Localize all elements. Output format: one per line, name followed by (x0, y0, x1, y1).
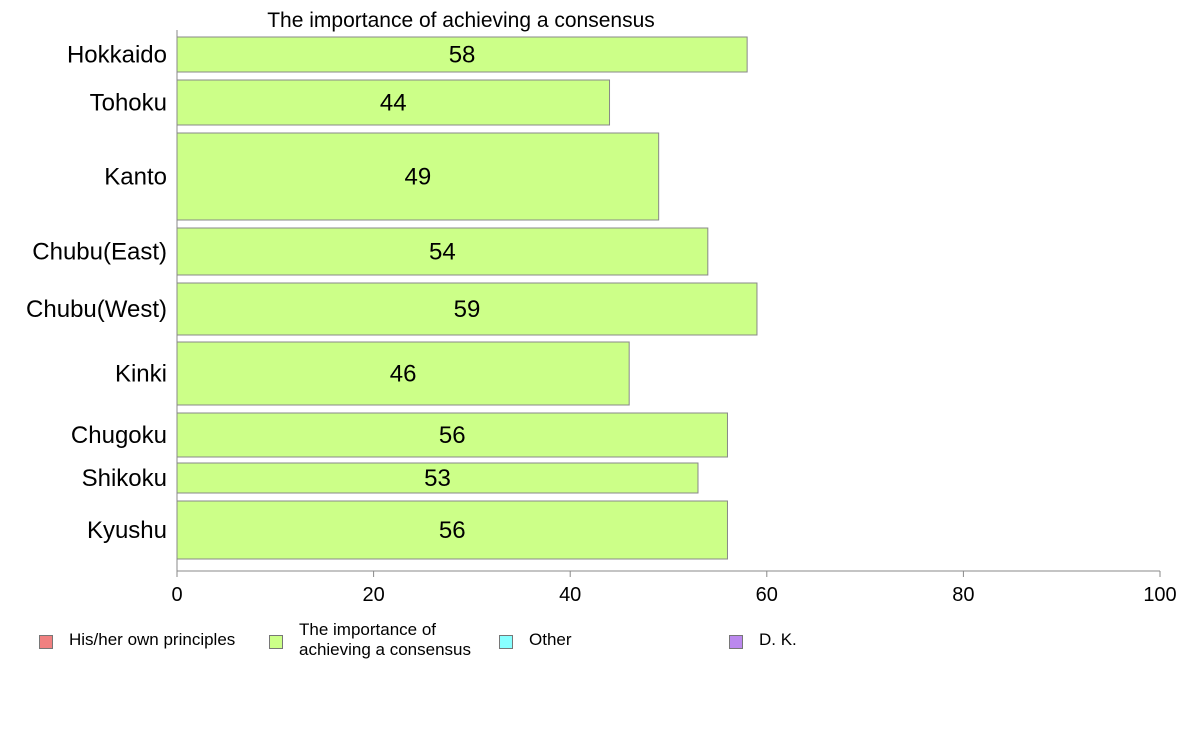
x-tick-label: 40 (559, 584, 581, 606)
category-label: Kanto (104, 164, 167, 191)
bar-chubu-east (176, 227, 709, 276)
bars-group: Hokkaido 58 Tohoku 44 Kanto 49 Chubu(East) 54 Ch… (26, 36, 758, 560)
x-axis: 0 20 40 60 80 100 (171, 30, 1177, 606)
x-tick-label: 60 (756, 584, 778, 606)
data-label: 53 (424, 465, 451, 492)
data-label: 59 (454, 296, 481, 323)
data-label: 44 (380, 90, 407, 117)
bar-chugoku (176, 412, 728, 458)
data-label: 58 (449, 42, 476, 69)
category-label: Kinki (115, 361, 167, 388)
bar-hokkaido (176, 36, 748, 73)
data-label: 56 (439, 422, 466, 449)
bar-chubu-west (176, 282, 758, 336)
category-label: Shikoku (82, 465, 167, 492)
bar-kinki (176, 341, 630, 406)
bar-kanto (176, 132, 660, 221)
category-label: Chubu(West) (26, 296, 167, 323)
data-label: 56 (439, 517, 466, 544)
chart-title: The importance of achieving a consensus (267, 9, 655, 32)
data-label: 49 (404, 164, 431, 191)
data-label: 54 (429, 239, 456, 266)
category-label: Chugoku (71, 422, 167, 449)
category-label: Chubu(East) (32, 239, 167, 266)
category-label: Kyushu (87, 517, 167, 544)
category-label: Hokkaido (67, 42, 167, 69)
x-tick-label: 100 (1143, 584, 1176, 606)
x-tick-label: 80 (952, 584, 974, 606)
data-label: 46 (390, 361, 417, 388)
category-label: Tohoku (90, 90, 167, 117)
x-tick-label: 20 (362, 584, 384, 606)
x-tick-label: 0 (171, 584, 182, 606)
bar-tohoku (176, 79, 611, 126)
